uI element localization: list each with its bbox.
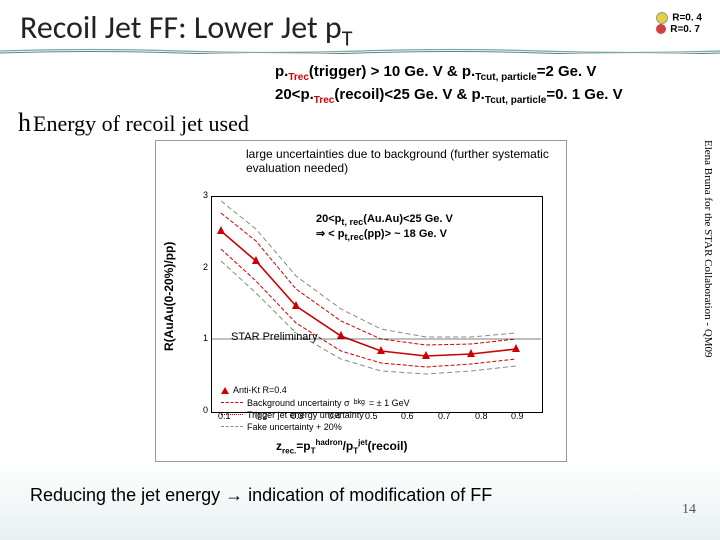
t: Trec: [288, 72, 309, 83]
t: p.: [275, 63, 288, 80]
t: /p: [343, 439, 354, 453]
title-main: Recoil Jet FF: Lower Jet p: [20, 8, 342, 47]
t: (trigger) > 10 Ge. V & p.: [309, 63, 475, 80]
t: ⇒ < p: [316, 228, 344, 240]
dot-r07: [656, 24, 666, 34]
legend-r07: R=0. 7: [656, 24, 702, 35]
t: T: [311, 446, 316, 455]
bullet-icon: h: [18, 108, 31, 137]
subtitle-text: Energy of recoil jet used: [33, 111, 249, 136]
slide-title: Recoil Jet FF: Lower Jet pT: [20, 8, 352, 51]
t: (pp)> ~ 18 Ge. V: [364, 228, 447, 240]
title-sub: T: [342, 24, 353, 51]
t: Tcut, particle: [475, 72, 537, 83]
ratio-plot: large uncertainties due to background (f…: [155, 140, 567, 462]
t: Trec: [314, 95, 335, 106]
plot-legend: Anti-Kt R=0.4 Background uncertainty σbk…: [221, 384, 410, 433]
t: (Au.Au)<25 Ge. V: [363, 213, 453, 225]
t: rec.: [282, 446, 296, 455]
t: hadron: [315, 438, 342, 447]
t: =0. 1 Ge. V: [546, 86, 622, 103]
plot-xlabel: zrec.=pThadron/pTjet(recoil): [276, 438, 408, 455]
author-credit: Elena Bruna for the STAR Collaboration -…: [702, 140, 714, 358]
t: T: [353, 446, 358, 455]
t: (recoil): [367, 439, 407, 453]
t: Background uncertainty σ: [247, 397, 350, 409]
radius-legend: R=0. 4 R=0. 7: [656, 12, 702, 35]
conclusion-text: Reducing the jet energy → indication of …: [30, 485, 492, 506]
t: =2 Ge. V: [537, 63, 597, 80]
kinematic-cuts: p.Trec(trigger) > 10 Ge. V & p.Tcut, par…: [275, 62, 623, 107]
t: =p: [296, 439, 310, 453]
dot-r04: [656, 12, 668, 24]
t: Anti-Kt R=0.4: [233, 384, 287, 396]
star-preliminary: STAR Preliminary: [231, 331, 318, 343]
t: 20<p: [316, 213, 341, 225]
legend-r07-text: R=0. 7: [670, 24, 700, 35]
legend-r04: R=0. 4: [656, 12, 702, 24]
subtitle: hEnergy of recoil jet used: [18, 108, 249, 138]
t: = ± 1 GeV: [369, 397, 410, 409]
t: t,rec: [344, 232, 363, 242]
triangle-marker-icon: [221, 387, 229, 394]
t: t, rec: [341, 217, 363, 227]
t: Fake uncertainty + 20%: [247, 421, 342, 433]
dash-icon: [221, 426, 243, 427]
legend-r04-text: R=0. 4: [672, 13, 702, 24]
dash-icon: [221, 402, 243, 403]
page-number: 14: [682, 502, 696, 518]
t: Tcut, particle: [485, 95, 547, 106]
t: (recoil)<25 Ge. V & p.: [334, 86, 484, 103]
t: 20<p.: [275, 86, 314, 103]
plot-pt-annotation: 20<pt, rec(Au.Au)<25 Ge. V ⇒ < pt,rec(pp…: [316, 213, 453, 243]
